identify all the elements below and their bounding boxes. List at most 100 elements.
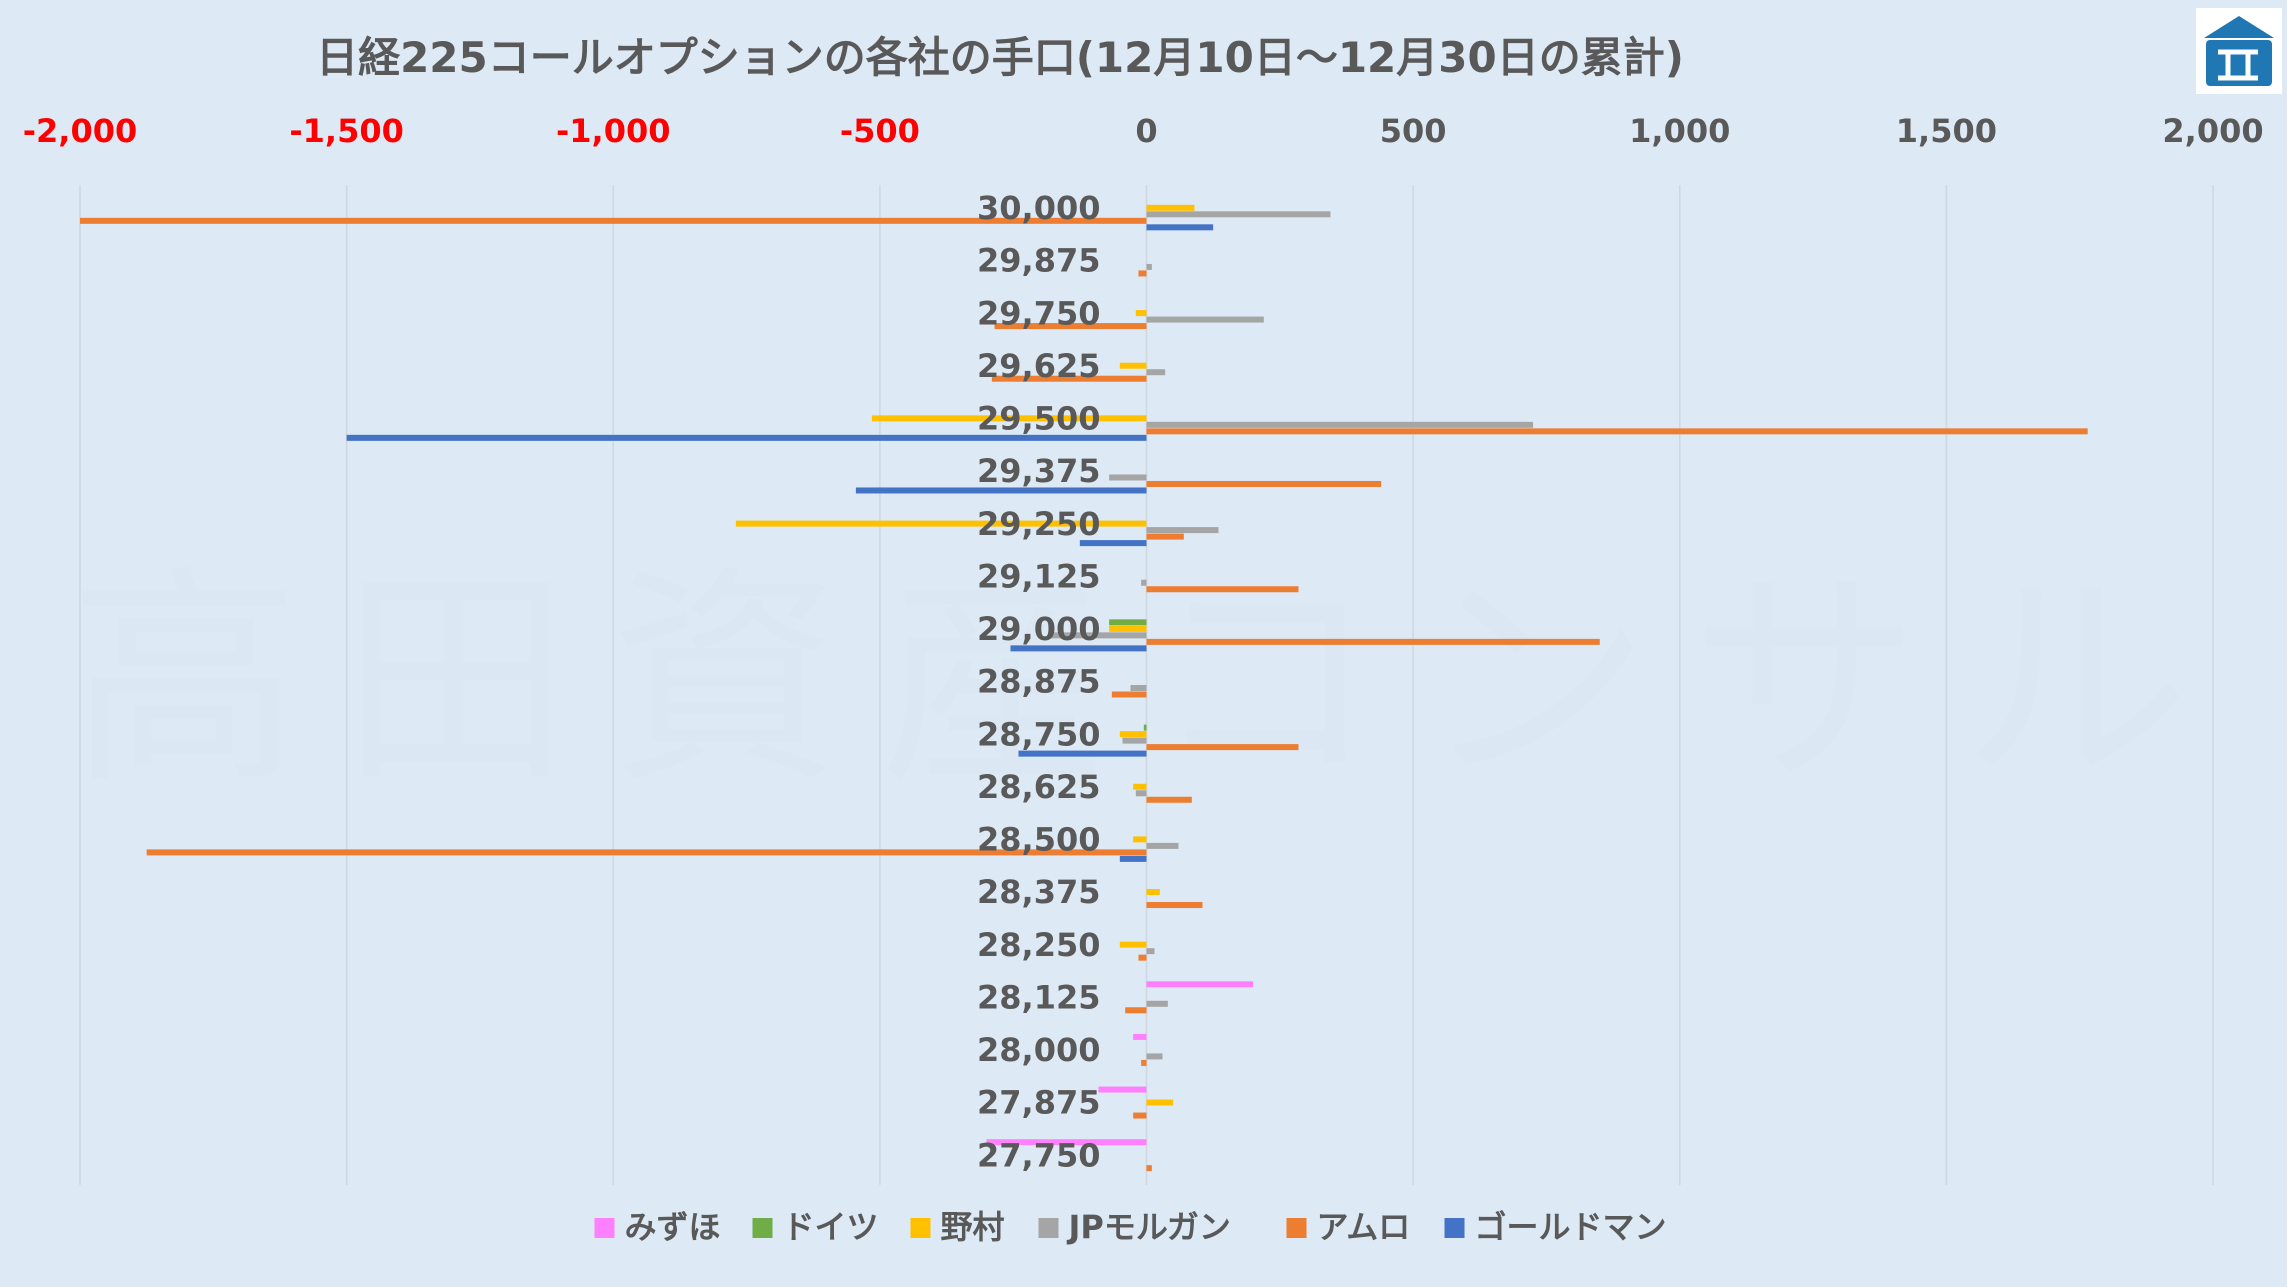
bar: [1146, 263, 1152, 270]
bar: [1125, 1007, 1147, 1014]
bar: [1119, 855, 1147, 862]
bar: [1109, 619, 1147, 626]
category-label: 28,000: [977, 1031, 1100, 1069]
bar: [1146, 796, 1192, 803]
bar: [1146, 421, 1534, 428]
category-label: 29,375: [977, 452, 1100, 490]
bar: [1079, 540, 1147, 547]
bar: [1146, 527, 1219, 534]
bar: [1146, 889, 1160, 896]
bar: [1050, 632, 1147, 639]
legend-swatch: [594, 1218, 615, 1238]
bar: [1133, 1112, 1147, 1119]
bar: [1141, 579, 1147, 586]
bar: [1010, 645, 1147, 652]
category-label: 29,625: [977, 347, 1100, 385]
chart-title: 日経225コールオプションの各社の手口(12月10日～12月30日の累計): [316, 33, 1684, 82]
category-label: 30,000: [977, 189, 1100, 227]
category-label: 28,500: [977, 821, 1100, 859]
category-label: 28,625: [977, 768, 1100, 806]
bar: [80, 217, 1147, 224]
bar: [1146, 428, 2088, 435]
legend-swatch: [1286, 1218, 1307, 1238]
category-label: 29,750: [977, 294, 1100, 332]
x-tick-label: -1,500: [289, 112, 404, 150]
bar: [1146, 211, 1331, 218]
bar: [1119, 941, 1147, 948]
bar: [1130, 685, 1147, 691]
bar: [735, 520, 1147, 527]
category-label: 28,250: [977, 926, 1100, 964]
legend-swatch: [1444, 1218, 1465, 1238]
category-label: 28,750: [977, 715, 1100, 753]
x-tick-label: 500: [1380, 112, 1447, 150]
bar: [1098, 1086, 1147, 1093]
bar: [1146, 902, 1203, 909]
bar: [1146, 744, 1299, 751]
category-label: 28,125: [977, 978, 1100, 1016]
category-label: 29,125: [977, 557, 1100, 595]
bar: [1146, 369, 1166, 376]
bar: [1146, 638, 1600, 645]
bar: [1111, 691, 1147, 698]
logo: [2196, 8, 2282, 94]
bar: [1119, 731, 1147, 738]
bar: [871, 415, 1147, 422]
legend-swatch: [1038, 1218, 1059, 1238]
category-label: 29,875: [977, 242, 1100, 280]
bar: [1146, 842, 1179, 849]
bar: [1109, 625, 1147, 632]
bar: [1146, 981, 1254, 988]
bar: [1146, 1000, 1168, 1007]
legend-label: アムロ: [1317, 1208, 1411, 1246]
bar: [1146, 316, 1264, 323]
legend-swatch: [752, 1218, 773, 1238]
bar: [1135, 310, 1147, 317]
bar: [991, 375, 1147, 382]
bar: [1018, 750, 1147, 757]
bar: [346, 434, 1147, 441]
bar: [1138, 954, 1147, 961]
x-tick-label: 2,000: [2162, 112, 2263, 150]
category-label: 27,750: [977, 1136, 1100, 1174]
legend-label: 野村: [941, 1208, 1005, 1246]
category-label: 27,875: [977, 1084, 1100, 1122]
bar: [994, 323, 1147, 330]
x-tick-label: -2,000: [23, 112, 138, 150]
category-label: 29,000: [977, 610, 1100, 648]
legend-label: みずほ: [625, 1208, 721, 1246]
bar: [855, 487, 1147, 494]
x-tick-label: 1,000: [1629, 112, 1730, 150]
watermark: 高田資産コンサル: [70, 548, 2230, 815]
x-tick-label: 0: [1135, 112, 1157, 150]
bar: [1133, 783, 1147, 790]
x-tick-label: -1,000: [556, 112, 671, 150]
bar: [1141, 1059, 1147, 1066]
bar: [1133, 1033, 1147, 1040]
bar: [1146, 533, 1184, 540]
bar: [1138, 270, 1147, 277]
bar: [1143, 724, 1147, 731]
category-label: 28,875: [977, 663, 1100, 701]
x-tick-label: 1,500: [1896, 112, 1997, 150]
bar: [146, 849, 1147, 856]
legend-label: ゴールドマン: [1475, 1208, 1667, 1246]
bar: [986, 1139, 1147, 1146]
category-label: 29,250: [977, 505, 1100, 543]
bar: [1146, 1099, 1174, 1106]
bar: [1135, 790, 1147, 797]
bar: [1146, 480, 1382, 487]
bar: [1146, 224, 1214, 231]
bar: [1146, 1165, 1152, 1172]
legend-label: ドイツ: [783, 1208, 879, 1246]
category-label: 29,500: [977, 400, 1100, 438]
x-tick-label: -500: [840, 112, 920, 150]
category-label: 28,375: [977, 873, 1100, 911]
bar: [1122, 737, 1147, 744]
legend-swatch: [910, 1218, 931, 1238]
bar: [1109, 474, 1147, 481]
legend-label: JPモルガン: [1067, 1208, 1231, 1246]
bar: [1119, 362, 1147, 369]
